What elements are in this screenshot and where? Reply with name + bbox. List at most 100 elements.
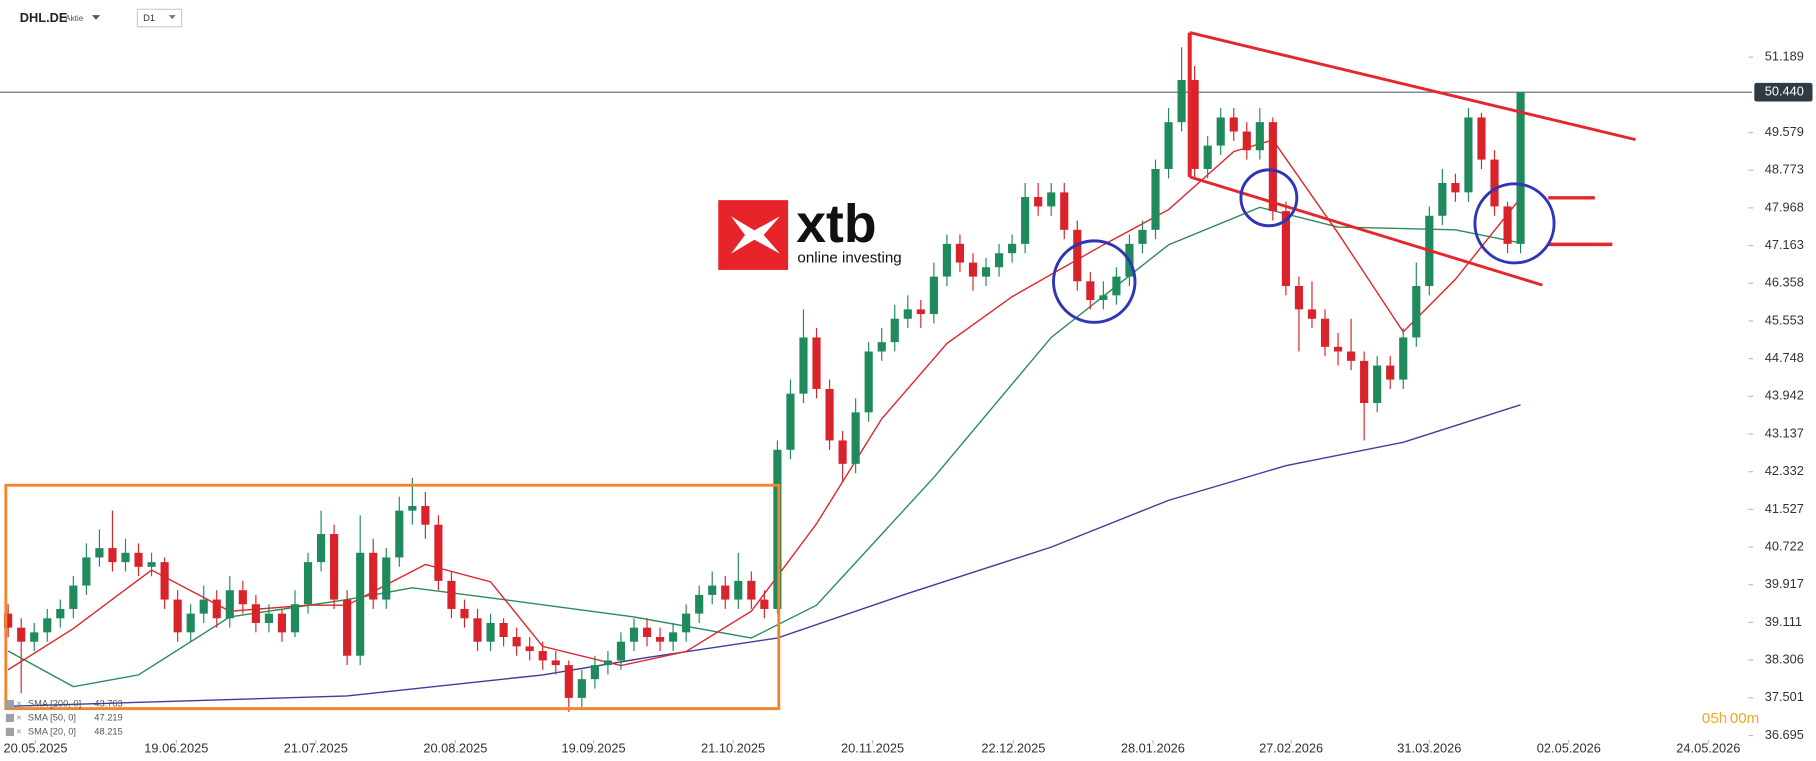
candle-body xyxy=(134,552,143,567)
candle-body xyxy=(1047,192,1056,207)
legend-name: SMA [20, 0] xyxy=(28,726,76,736)
candle-body xyxy=(1203,145,1212,169)
legend-name: SMA [200, 0] xyxy=(28,698,81,708)
y-tick-label: 48.773 xyxy=(1765,162,1804,177)
candle-body xyxy=(682,613,691,633)
candle-body xyxy=(1516,92,1525,244)
candle-body xyxy=(4,613,13,628)
highlight-circle xyxy=(1052,239,1137,324)
candle-body xyxy=(356,552,365,656)
candle-body xyxy=(82,557,91,586)
legend-icon xyxy=(5,713,14,723)
candle-body xyxy=(290,604,300,633)
x-tick-label: 19.06.2025 xyxy=(144,741,208,756)
candle-body xyxy=(590,665,599,680)
candle-body xyxy=(330,534,339,600)
candle-body xyxy=(1216,117,1225,146)
y-tick-label: 40.722 xyxy=(1765,538,1804,553)
candle-body xyxy=(1190,80,1199,169)
candle-body xyxy=(251,604,260,623)
x-tick-label: 27.02.2026 xyxy=(1259,741,1323,756)
candle-body xyxy=(942,243,951,277)
legend-value: 48.215 xyxy=(94,726,122,736)
candle-body xyxy=(434,524,443,581)
candle-body xyxy=(1294,285,1304,310)
candle-body xyxy=(564,665,573,698)
timer-minutes: 00m xyxy=(1730,710,1759,727)
candle-body xyxy=(303,562,313,605)
candle-body xyxy=(199,599,208,614)
candle-body xyxy=(1177,80,1186,123)
candle-body xyxy=(903,309,912,319)
candle-body xyxy=(538,651,547,661)
x-tick-label: 22.12.2025 xyxy=(981,741,1045,756)
candle-body xyxy=(695,594,704,614)
candle-body xyxy=(95,548,104,558)
y-tick-label: 37.501 xyxy=(1765,689,1804,704)
candle-body xyxy=(56,608,65,619)
candle-body xyxy=(1307,309,1317,319)
candle-body xyxy=(1073,229,1082,282)
dropdown-arrow[interactable] xyxy=(91,15,101,20)
candle-body xyxy=(173,599,182,633)
legend-name: SMA [50, 0] xyxy=(28,712,76,722)
candle-body xyxy=(916,309,925,315)
candle-body xyxy=(1333,346,1343,352)
candle-body xyxy=(1412,285,1421,338)
candle-body xyxy=(525,646,534,652)
y-tick-label: 47.968 xyxy=(1765,199,1804,214)
candle-body xyxy=(1164,122,1173,169)
candle-body xyxy=(812,337,821,389)
candle-body xyxy=(864,351,873,413)
candle-body xyxy=(1464,117,1473,193)
interval-select[interactable] xyxy=(136,8,183,28)
x-tick-label: 21.07.2025 xyxy=(284,741,348,756)
legend-value: 43.763 xyxy=(94,698,122,708)
candle-body xyxy=(1112,276,1121,296)
candle-body xyxy=(981,267,991,277)
dropdown-arrow[interactable] xyxy=(168,15,176,20)
legend-close: × xyxy=(16,712,21,722)
legend-close: × xyxy=(16,726,21,736)
symbol[interactable]: DHL.DE xyxy=(20,10,68,25)
candle-body xyxy=(968,262,978,277)
candle-body xyxy=(1477,117,1486,160)
y-tick-label: 41.527 xyxy=(1765,501,1804,516)
candle-body xyxy=(369,552,378,600)
candle-body xyxy=(1021,197,1030,244)
candle-body xyxy=(1060,192,1069,230)
candle-body xyxy=(708,585,717,595)
legend-icon xyxy=(5,699,14,709)
y-tick-label: 45.553 xyxy=(1765,312,1804,327)
candle-body xyxy=(760,599,769,609)
candle-body xyxy=(1034,197,1043,207)
legend-value: 47.219 xyxy=(94,712,122,722)
candle-body xyxy=(121,552,130,563)
candle-body xyxy=(264,613,273,623)
candle-body xyxy=(929,276,938,315)
candle-body xyxy=(669,632,678,642)
highlight-circle xyxy=(1473,182,1556,265)
candle-body xyxy=(238,590,247,605)
y-tick-label: 42.332 xyxy=(1765,463,1804,478)
y-tick-label: 49.579 xyxy=(1765,124,1804,139)
candle-body xyxy=(225,590,234,619)
candle-body xyxy=(1451,183,1460,193)
candle-body xyxy=(1099,295,1108,301)
candle-body xyxy=(877,342,886,352)
candle-body xyxy=(421,505,430,525)
y-tick-label: 44.748 xyxy=(1765,350,1804,365)
candle-body xyxy=(1347,351,1356,361)
highlight-circle xyxy=(1239,168,1299,228)
instrument-kind: Aktie xyxy=(65,14,84,23)
candle-body xyxy=(747,580,756,600)
x-tick-label: 02.05.2026 xyxy=(1537,741,1601,756)
candle-body xyxy=(629,627,639,642)
candle-body xyxy=(1373,365,1382,403)
candle-body xyxy=(994,253,1004,268)
candle-body xyxy=(69,585,78,609)
y-tick-label: 43.137 xyxy=(1765,425,1804,440)
x-tick-label: 19.09.2025 xyxy=(562,741,626,756)
candle-body xyxy=(851,412,860,464)
